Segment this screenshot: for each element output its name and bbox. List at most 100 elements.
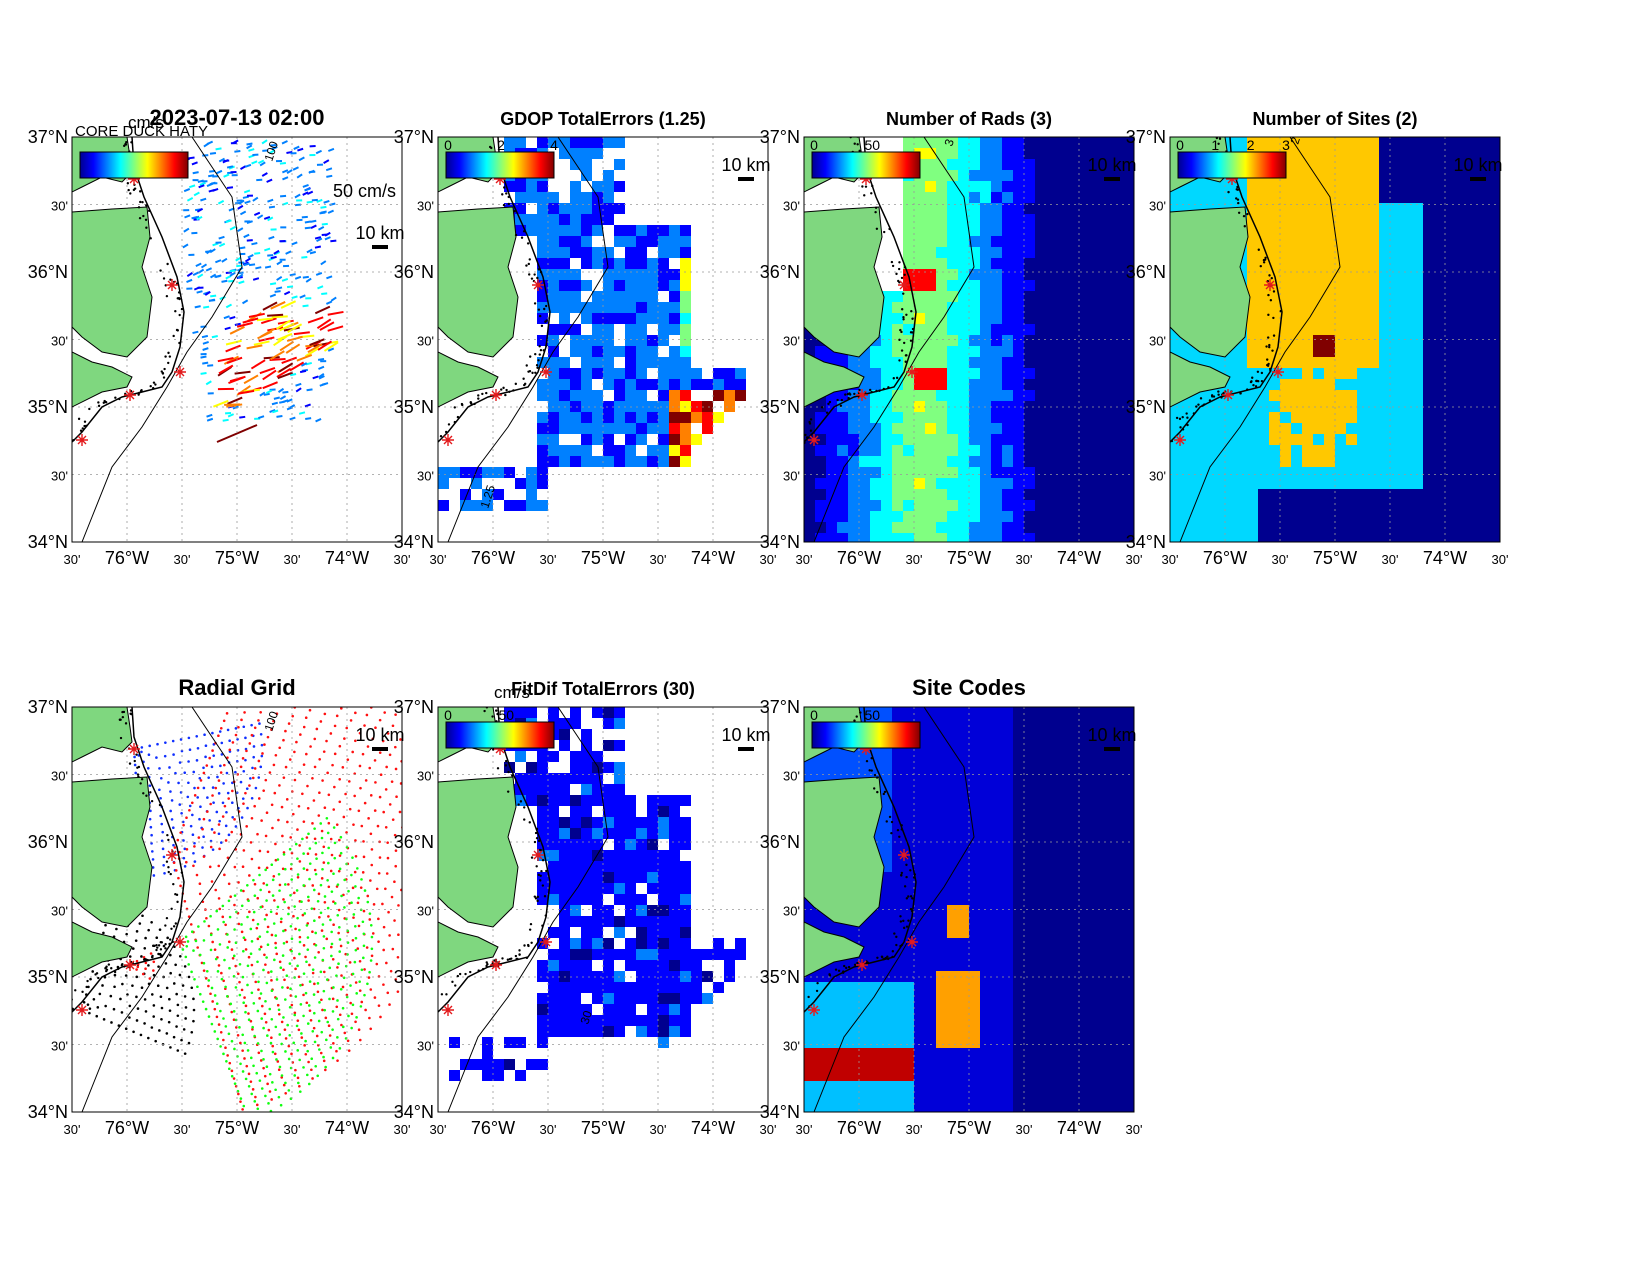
colorbar: cm/s	[79, 113, 189, 179]
panel-title: Number of Sites (2)	[1252, 109, 1417, 129]
radial-grid-point	[345, 726, 349, 730]
sites-grid-cell	[1434, 522, 1445, 533]
error-grid-cell	[460, 1059, 471, 1070]
sites-grid-cell	[1313, 324, 1324, 335]
error-grid-cell	[647, 423, 658, 434]
rads-grid-cell	[1068, 291, 1079, 302]
error-grid-cell	[581, 368, 592, 379]
error-grid-cell	[559, 313, 570, 324]
radial-grid-point	[187, 781, 190, 785]
radial-grid-point	[346, 1039, 350, 1043]
radial-grid-point	[397, 933, 400, 936]
error-grid-cell	[581, 159, 592, 170]
error-grid-cell	[548, 236, 559, 247]
sites-grid-cell	[1225, 412, 1236, 423]
sites-grid-cell	[1445, 269, 1456, 280]
radial-grid-point	[227, 833, 231, 837]
sites-grid-cell	[1291, 500, 1302, 511]
radial-grid-point	[218, 907, 222, 911]
rads-grid-cell	[804, 500, 815, 511]
rads-grid-cell	[870, 346, 881, 357]
error-grid-cell	[559, 960, 570, 971]
rads-grid-cell	[870, 368, 881, 379]
current-vector	[325, 167, 333, 172]
rads-grid-cell	[1057, 159, 1068, 170]
radial-grid-point	[207, 979, 211, 982]
sites-grid-cell	[1401, 368, 1412, 379]
error-grid-cell	[603, 445, 614, 456]
rads-grid-cell	[1123, 302, 1134, 313]
sites-grid-cell	[1181, 467, 1192, 478]
radial-grid-point	[206, 810, 209, 813]
radial-grid-point	[236, 1033, 240, 1037]
rads-grid-cell	[1068, 247, 1079, 258]
rads-grid-cell	[958, 137, 969, 148]
sites-grid-cell	[1467, 500, 1478, 511]
error-grid-cell	[647, 456, 658, 467]
sites-grid-cell	[1269, 412, 1280, 423]
error-grid-cell	[625, 872, 636, 883]
rads-grid-cell	[947, 302, 958, 313]
radial-grid-point	[246, 915, 249, 919]
rads-grid-cell	[925, 313, 936, 324]
sites-grid-cell	[1236, 379, 1247, 390]
rads-grid-cell	[1079, 412, 1090, 423]
radial-grid-point	[378, 751, 382, 754]
sites-grid-cell	[1434, 291, 1445, 302]
rads-grid-cell	[1101, 291, 1112, 302]
rads-grid-cell	[980, 192, 991, 203]
radial-grid-point	[351, 886, 355, 890]
current-vector	[323, 159, 330, 164]
radial-grid-point	[159, 796, 162, 800]
current-vector	[283, 290, 291, 296]
rads-grid-cell	[837, 500, 848, 511]
contour-label: 2	[1288, 135, 1303, 146]
error-grid-cell	[449, 1037, 460, 1048]
radial-grid-point	[208, 865, 212, 869]
rads-grid-cell	[1079, 247, 1090, 258]
error-grid-cell	[680, 368, 691, 379]
sites-grid-cell	[1478, 390, 1489, 401]
sites-grid-cell	[1467, 225, 1478, 236]
radial-grid-point	[243, 1041, 247, 1045]
sites-grid-cell	[1357, 258, 1368, 269]
radial-grid-point	[168, 766, 171, 769]
current-vector	[326, 275, 333, 280]
radial-grid-point	[218, 847, 221, 851]
sites-grid-cell	[1247, 203, 1258, 214]
rads-grid-cell	[980, 533, 991, 542]
radial-grid-point	[360, 968, 364, 972]
radial-grid-point	[211, 731, 214, 735]
current-vector	[306, 388, 313, 392]
land-polygon	[72, 707, 133, 763]
radial-grid-point	[305, 1073, 309, 1077]
radial-grid-point	[258, 1079, 262, 1082]
sites-grid-cell	[1214, 357, 1225, 368]
rads-grid-cell	[1013, 401, 1024, 412]
error-grid-cell	[537, 773, 548, 784]
sites-grid-cell	[1192, 467, 1203, 478]
current-vector	[291, 241, 298, 246]
sites-grid-cell	[1434, 302, 1445, 313]
radial-grid-point	[393, 833, 397, 837]
error-grid-cell	[658, 872, 669, 883]
site-code-cell	[1002, 718, 1013, 729]
rads-grid-cell	[1002, 335, 1013, 346]
current-vector	[274, 290, 281, 293]
radial-grid-point	[217, 823, 221, 826]
sites-grid-cell	[1368, 357, 1379, 368]
current-vector	[268, 205, 276, 209]
rads-grid-cell	[1090, 214, 1101, 225]
radial-grid-point	[330, 942, 334, 946]
rads-grid-cell	[969, 390, 980, 401]
sites-grid-cell	[1313, 214, 1324, 225]
error-grid-cell	[570, 839, 581, 850]
radial-grid-point	[384, 826, 388, 829]
rads-grid-cell	[1024, 247, 1035, 258]
error-grid-cell	[592, 368, 603, 379]
radial-grid-point	[286, 1023, 289, 1027]
error-grid-cell	[537, 313, 548, 324]
sites-grid-cell	[1247, 533, 1258, 542]
rads-grid-cell	[1046, 434, 1057, 445]
radial-grid-point	[398, 810, 402, 814]
